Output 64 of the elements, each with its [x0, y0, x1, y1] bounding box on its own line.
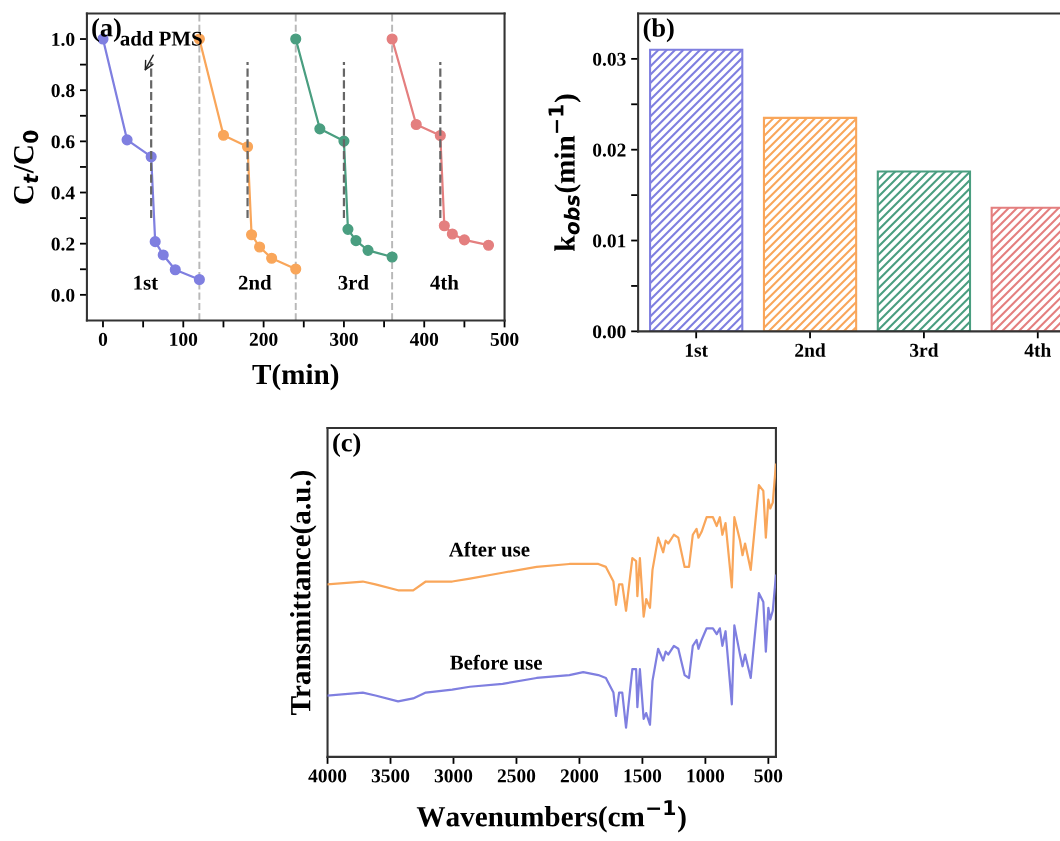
point [254, 241, 266, 253]
x-tick-label: 4th [1024, 343, 1051, 357]
y-tick-label: 0.00 [593, 325, 626, 339]
x-tick-label: 100 [170, 332, 198, 346]
annotation: 3rd [338, 275, 369, 290]
x-tick-label: 2nd [795, 343, 826, 357]
point [386, 33, 398, 45]
x-tick-label: 1st [685, 343, 708, 357]
point [246, 229, 258, 241]
point [386, 251, 398, 263]
x-tick-label: 3500 [371, 769, 410, 783]
x-tick-label: 300 [330, 332, 358, 346]
x-tick-label: 500 [754, 769, 783, 783]
x-tick-label: 1500 [624, 769, 662, 783]
point [438, 220, 450, 232]
x-tick-label: 500 [490, 332, 519, 346]
chart-title: (b) [643, 18, 674, 43]
point [446, 228, 458, 240]
x-axis-title: T(min) [252, 363, 339, 391]
point [266, 252, 278, 264]
y-axis-title: k$_{obs}$(min$^{−1}$) [548, 94, 581, 252]
point [217, 129, 230, 141]
point [169, 264, 181, 276]
point [350, 235, 362, 247]
y-axis-title: Transmittance(a.u.) [289, 470, 317, 715]
x-tick-label: 1000 [687, 769, 725, 783]
y-tick-label: 0.4 [51, 186, 75, 200]
point [157, 249, 169, 261]
annotation: 4th [430, 275, 459, 290]
y-tick-label: 0.6 [51, 135, 75, 149]
annotation: After use [449, 541, 530, 557]
x-tick-label: 2000 [560, 769, 599, 783]
y-tick-label: 0.02 [593, 143, 626, 157]
point [342, 223, 354, 235]
point [482, 239, 495, 251]
annotation: 1st [134, 275, 159, 290]
x-tick-label: 3rd [910, 343, 939, 357]
x-axis-title: Wavenumbers(cm$^{−1}$) [416, 800, 686, 833]
x-tick-label: 3000 [434, 769, 473, 783]
y-tick-label: 0.8 [51, 84, 75, 98]
y-tick-label: 0.0 [51, 288, 75, 302]
x-tick-label: 4000 [308, 769, 347, 783]
y-tick-label: 1.0 [52, 32, 75, 47]
y-axis-title: C$_{t}$/C$_{0}$ [13, 130, 39, 204]
point [193, 273, 205, 286]
point [314, 123, 326, 135]
point [362, 244, 374, 256]
y-tick-label: 0.2 [51, 237, 75, 251]
chart-title: (c) [333, 433, 361, 457]
x-tick-label: 400 [409, 332, 439, 346]
point [121, 134, 133, 146]
y-tick-label: 0.03 [593, 52, 626, 66]
x-tick-label: 0 [98, 332, 108, 346]
annotation: Before use [450, 654, 542, 670]
point [290, 33, 302, 45]
x-tick-label: 200 [249, 332, 278, 346]
chart-title: (a) [92, 18, 121, 42]
point [149, 236, 161, 248]
point [290, 263, 302, 275]
point [458, 234, 470, 246]
point [410, 118, 422, 131]
annotation: 2nd [238, 275, 272, 290]
y-tick-label: 0.01 [593, 234, 626, 248]
x-tick-label: 2500 [497, 769, 536, 783]
